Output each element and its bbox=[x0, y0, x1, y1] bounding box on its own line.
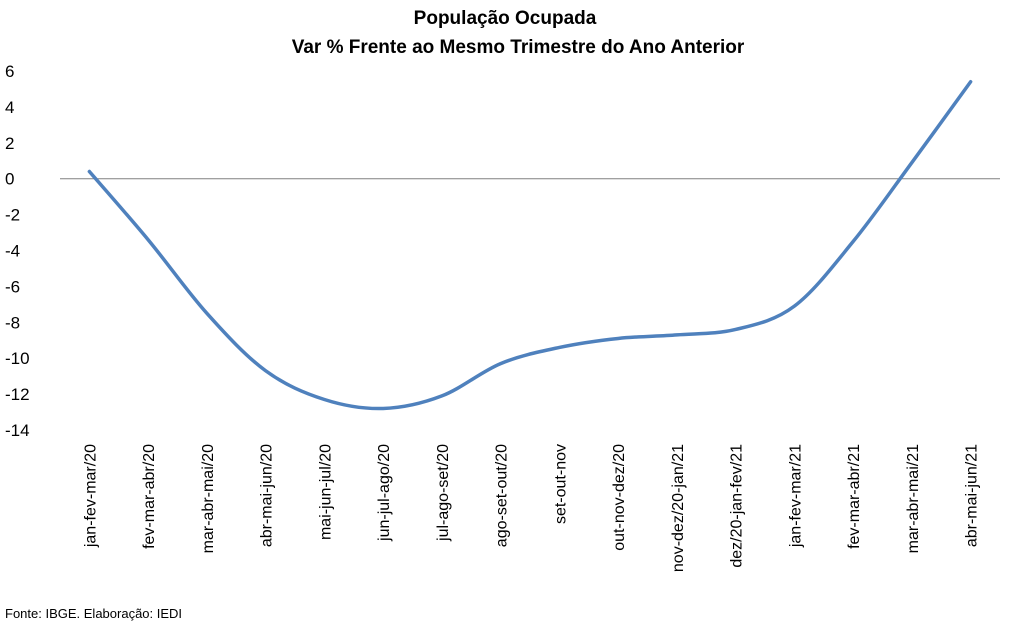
y-tick-label: 4 bbox=[5, 98, 14, 117]
y-tick-label: 0 bbox=[5, 170, 14, 189]
x-tick-label: mar-abr-mai/20 bbox=[200, 444, 217, 553]
y-tick-label: 6 bbox=[5, 62, 14, 81]
data-point bbox=[910, 161, 914, 165]
x-tick-label: jan-fev-mar/21 bbox=[787, 444, 804, 548]
data-point bbox=[675, 333, 679, 337]
data-point bbox=[851, 240, 855, 244]
data-point bbox=[616, 336, 620, 340]
data-point bbox=[381, 406, 385, 410]
chart-title-line-1: População Ocupada bbox=[414, 8, 597, 29]
data-point bbox=[499, 362, 503, 366]
x-tick-label: fev-mar-abr/21 bbox=[846, 444, 863, 549]
x-axis: jan-fev-mar/20 fev-mar-abr/20 mar-abr-mai/… bbox=[82, 444, 980, 572]
data-point bbox=[264, 369, 268, 373]
x-tick-label: ago-set-out/20 bbox=[494, 444, 511, 547]
y-axis: 6 4 2 0 -2 -4 -6 -8 -10 -12 -14 bbox=[5, 62, 30, 440]
x-tick-label: abr-mai-jun/21 bbox=[964, 444, 981, 547]
data-point bbox=[87, 170, 91, 174]
y-tick-label: -2 bbox=[5, 206, 20, 225]
data-point bbox=[146, 238, 150, 242]
x-tick-label: dez/20-jan-fev/21 bbox=[729, 444, 746, 568]
data-point bbox=[322, 397, 326, 401]
data-point bbox=[969, 80, 973, 84]
data-point bbox=[440, 394, 444, 398]
x-tick-label: jan-fev-mar/20 bbox=[82, 444, 99, 548]
series-line bbox=[87, 80, 973, 411]
y-tick-label: -12 bbox=[5, 385, 30, 404]
data-points bbox=[87, 80, 972, 411]
y-tick-label: 2 bbox=[5, 134, 14, 153]
y-tick-label: -10 bbox=[5, 349, 30, 368]
data-point bbox=[205, 311, 209, 315]
x-tick-label: out-nov-dez/20 bbox=[611, 444, 628, 551]
data-point bbox=[734, 327, 738, 331]
x-tick-label: abr-mai-jun/20 bbox=[259, 444, 276, 547]
x-tick-label: set-out-nov bbox=[552, 444, 569, 524]
data-point bbox=[557, 345, 561, 349]
x-tick-label: nov-dez/20-jan/21 bbox=[670, 444, 687, 572]
x-tick-label: jun-jul-ago/20 bbox=[376, 444, 393, 542]
y-tick-label: -4 bbox=[5, 242, 20, 261]
y-tick-label: -6 bbox=[5, 277, 20, 296]
data-point bbox=[792, 304, 796, 308]
x-tick-label: fev-mar-abr/20 bbox=[141, 444, 158, 549]
source-note: Fonte: IBGE. Elaboração: IEDI bbox=[5, 606, 183, 621]
x-tick-label: mar-abr-mai/21 bbox=[905, 444, 922, 553]
x-tick-label: mai-jun-jul/20 bbox=[317, 444, 334, 540]
y-tick-label: -14 bbox=[5, 421, 30, 440]
chart-title-line-2: Var % Frente ao Mesmo Trimestre do Ano A… bbox=[292, 37, 745, 58]
y-tick-label: -8 bbox=[5, 313, 20, 332]
x-tick-label: jul-ago-set/20 bbox=[435, 444, 452, 542]
